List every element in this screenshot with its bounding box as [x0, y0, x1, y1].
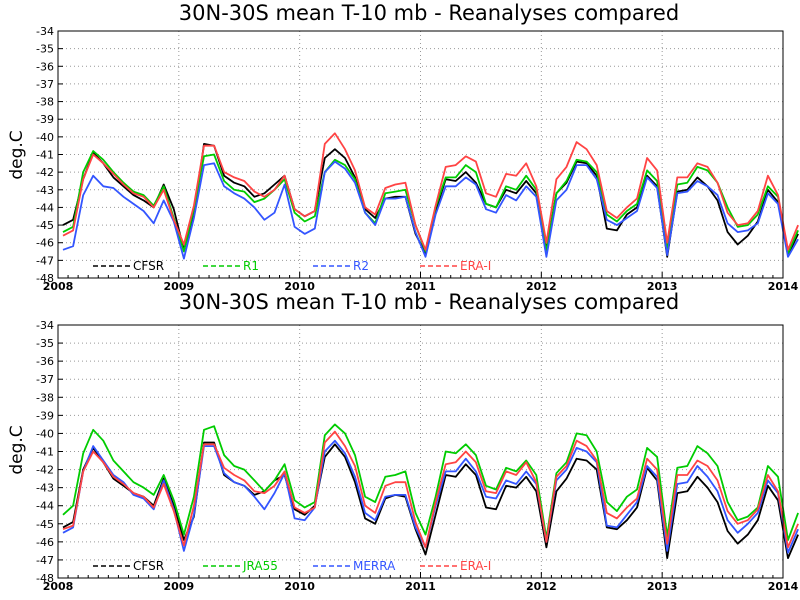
- y-tick-label: -44: [36, 201, 54, 214]
- x-tick-label: 2008: [43, 580, 74, 593]
- y-tick-label: -39: [36, 113, 54, 126]
- x-tick-label: 2009: [164, 580, 195, 593]
- x-tick-label: 2012: [526, 580, 557, 593]
- legend-entry: CFSR: [133, 559, 164, 573]
- y-tick-label: -36: [36, 355, 54, 368]
- y-tick-label: -48: [36, 272, 54, 285]
- y-tick-label: -38: [36, 96, 54, 109]
- x-tick-label: 2011: [405, 280, 436, 293]
- y-tick-label: -35: [36, 337, 54, 350]
- x-tick-label: 2013: [647, 280, 678, 293]
- y-tick-label: -43: [36, 184, 54, 197]
- chart-panel-bottom: 30N-30S mean T-10 mb - Reanalyses compar…: [7, 290, 799, 593]
- chart-title: 30N-30S mean T-10 mb - Reanalyses compar…: [179, 1, 679, 25]
- y-tick-label: -42: [36, 464, 54, 477]
- y-tick-label: -34: [36, 25, 54, 38]
- plot-frame: [57, 324, 784, 579]
- legend-entry: R1: [243, 259, 259, 273]
- series-line-era-i: [62, 430, 799, 549]
- y-tick-label: -36: [36, 60, 54, 73]
- y-tick-label: -48: [36, 572, 54, 585]
- x-tick-label: 2013: [647, 580, 678, 593]
- y-tick-label: -47: [36, 554, 54, 567]
- y-tick-label: -37: [36, 78, 54, 91]
- legend-entry: ERA-I: [460, 259, 491, 273]
- y-tick-label: -44: [36, 500, 54, 513]
- y-axis-label: deg.C: [7, 130, 27, 179]
- y-tick-label: -43: [36, 482, 54, 495]
- y-tick-label: -47: [36, 254, 54, 267]
- x-tick-label: 2010: [284, 580, 315, 593]
- y-tick-label: -41: [36, 446, 54, 459]
- y-tick-label: -46: [36, 237, 54, 250]
- series-line-era-i: [62, 132, 799, 251]
- y-tick-label: -35: [36, 43, 54, 56]
- x-tick-label: 2014: [768, 280, 799, 293]
- plot-frame: [57, 30, 784, 279]
- legend-entry: CFSR: [133, 259, 164, 273]
- y-tick-label: -42: [36, 166, 54, 179]
- y-axis-label: deg.C: [7, 425, 27, 474]
- y-tick-label: -40: [36, 131, 54, 144]
- x-tick-label: 2010: [284, 280, 315, 293]
- legend-entry: ERA-I: [460, 559, 491, 573]
- x-tick-label: 2014: [768, 580, 799, 593]
- legend-entry: JRA55: [242, 559, 278, 573]
- x-tick-label: 2009: [164, 280, 195, 293]
- x-tick-label: 2011: [405, 580, 436, 593]
- y-tick-label: -45: [36, 518, 54, 531]
- y-tick-label: -39: [36, 409, 54, 422]
- y-tick-label: -34: [36, 319, 54, 332]
- y-tick-label: -37: [36, 373, 54, 386]
- y-tick-label: -41: [36, 149, 54, 162]
- y-tick-label: -40: [36, 427, 54, 440]
- y-tick-label: -45: [36, 219, 54, 232]
- legend-entry: R2: [353, 259, 369, 273]
- plot-area: -48 -47 -46 -45 -44 -43 -42 -41 -40 -39 -38 -37 -36 -…: [36, 319, 799, 593]
- series-line-r2: [62, 160, 799, 260]
- plot-area: -48 -47 -46 -45 -44 -43 -42 -41 -40 -39 -38 -37 -36 -…: [36, 25, 799, 293]
- x-tick-label: 2012: [526, 280, 557, 293]
- legend-entry: MERRA: [353, 559, 396, 573]
- chart-title: 30N-30S mean T-10 mb - Reanalyses compar…: [179, 290, 679, 314]
- y-tick-label: -38: [36, 391, 54, 404]
- x-tick-label: 2008: [43, 280, 74, 293]
- y-tick-label: -46: [36, 536, 54, 549]
- series-line-jra55: [62, 423, 799, 541]
- chart-panel-top: 30N-30S mean T-10 mb - Reanalyses compar…: [7, 1, 799, 293]
